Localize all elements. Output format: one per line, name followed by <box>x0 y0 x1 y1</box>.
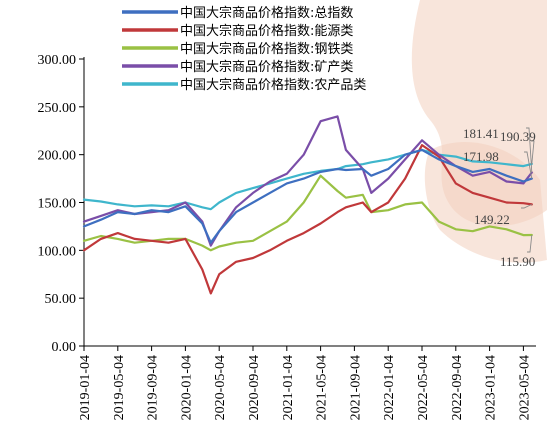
y-tick-label: 300.00 <box>38 53 77 68</box>
annotation-leader <box>524 151 533 179</box>
legend-label: 中国大宗商品价格指数:农产品类 <box>180 77 366 93</box>
annotation-label: 190.39 <box>500 129 536 144</box>
y-tick-label: 150.00 <box>38 197 77 212</box>
x-tick-label: 2021-01-04 <box>281 355 296 420</box>
annotation-leader <box>521 203 532 209</box>
x-axis: 2019-01-04 2019-05-04 2019-09-04 2020-01-04… <box>78 345 536 420</box>
annotation-label: 115.90 <box>500 254 535 269</box>
series-line <box>82 174 533 252</box>
x-tick-label: 2022-09-04 <box>450 355 465 420</box>
y-axis: 0.00 50.00 100.00 150.00 200.00 250.00 300.00 <box>38 53 85 355</box>
x-tick-label: 2019-09-04 <box>146 355 161 420</box>
x-tick-label: 2020-05-04 <box>213 355 228 420</box>
annotation-label: 181.41 <box>463 126 499 141</box>
annotation-label: 149.22 <box>474 212 510 227</box>
series-line <box>82 148 533 244</box>
legend-label: 中国大宗商品价格指数:总指数 <box>180 5 353 21</box>
x-tick-label: 2019-05-04 <box>112 355 127 420</box>
y-tick-label: 0.00 <box>52 340 77 355</box>
legend: 中国大宗商品价格指数:总指数中国大宗商品价格指数:能源类中国大宗商品价格指数:钢… <box>122 5 366 93</box>
annotation-leader <box>527 234 533 253</box>
x-tick-label: 2019-01-04 <box>78 355 93 420</box>
y-tick-label: 200.00 <box>38 149 77 164</box>
y-tick-label: 250.00 <box>38 101 77 116</box>
annotation-leader <box>531 140 535 164</box>
series-layer <box>82 115 533 295</box>
series-line <box>82 148 533 211</box>
x-tick-label: 2020-01-04 <box>179 355 194 420</box>
x-tick-label: 2022-01-04 <box>382 355 397 420</box>
legend-label: 中国大宗商品价格指数:钢铁类 <box>180 41 353 57</box>
x-tick-label: 2021-09-04 <box>348 355 363 420</box>
x-tick-label: 2021-05-04 <box>315 355 330 420</box>
annotation-label: 171.98 <box>463 149 499 164</box>
y-tick-label: 100.00 <box>38 244 77 259</box>
annotation-leader <box>526 127 533 173</box>
y-tick-label: 50.00 <box>45 292 77 307</box>
x-tick-label: 2023-01-04 <box>484 355 499 420</box>
x-tick-label: 2023-05-04 <box>517 355 532 420</box>
x-tick-label: 2020-09-04 <box>247 355 262 420</box>
series-line <box>82 144 533 295</box>
legend-label: 中国大宗商品价格指数:矿产类 <box>180 59 353 75</box>
legend-label: 中国大宗商品价格指数:能源类 <box>180 23 353 39</box>
x-tick-label: 2022-05-04 <box>416 355 431 420</box>
